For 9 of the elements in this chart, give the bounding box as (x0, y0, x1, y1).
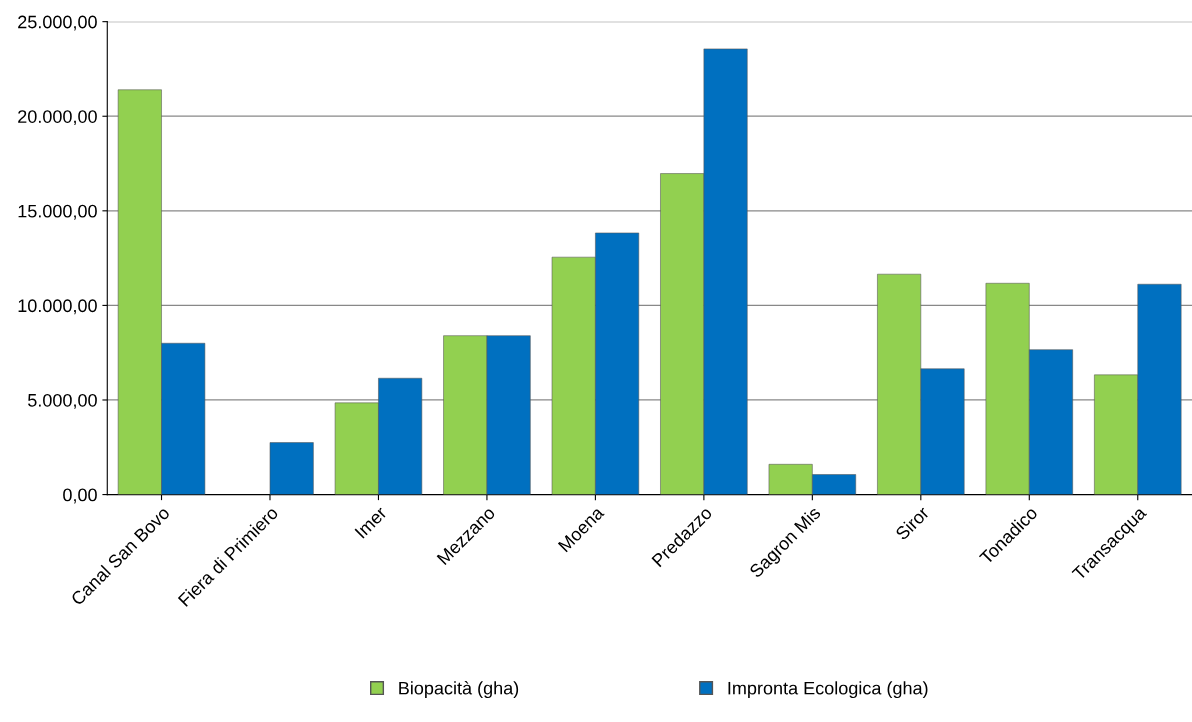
legend-label: Impronta Ecologica (gha) (728, 681, 928, 699)
y-tick-label: 10.000,00 (18, 299, 97, 315)
y-tick-label: 20.000,00 (18, 110, 97, 126)
y-tick-label: 0,00 (63, 488, 97, 504)
y-tick-label: 15.000,00 (18, 204, 97, 220)
bar (269, 442, 314, 495)
legend-label: Biopacità (gha) (399, 681, 519, 699)
y-tick-label: 25.000,00 (18, 15, 97, 31)
y-tick-label: 5.000,00 (28, 393, 97, 409)
